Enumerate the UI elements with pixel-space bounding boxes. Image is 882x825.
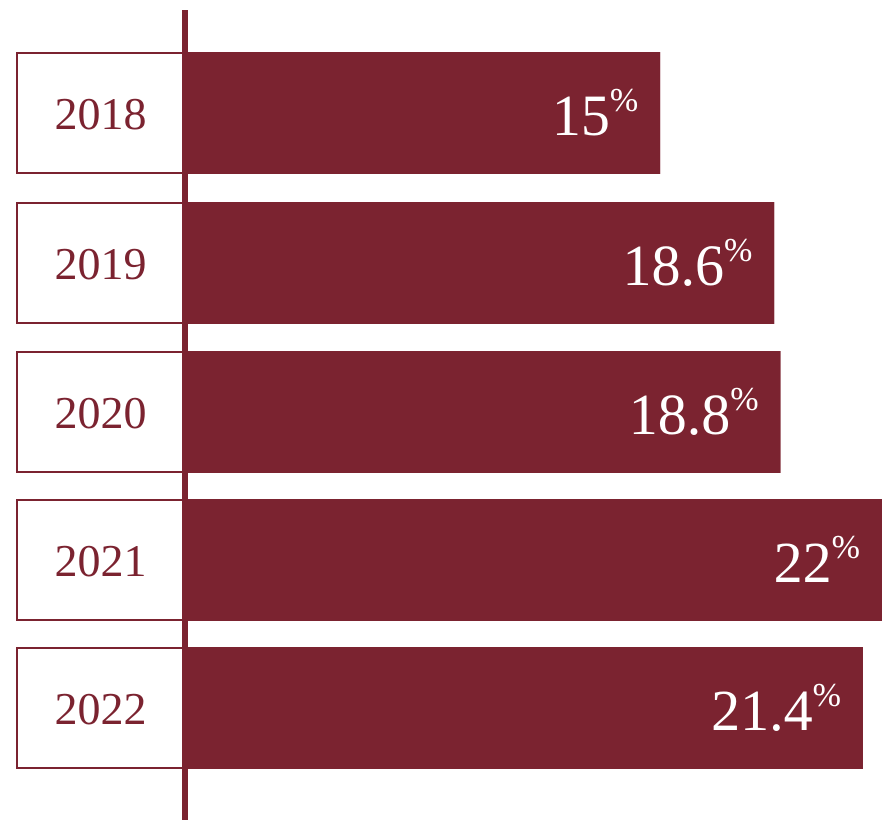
bar-2018 (185, 52, 661, 174)
value-label: 15% (552, 82, 638, 148)
value-label: 21.4% (711, 677, 841, 743)
category-label: 2020 (55, 387, 147, 438)
value-labels: 15% 18.6% 18.8% 22% 21.4% (552, 82, 860, 743)
bar-2022 (185, 647, 863, 769)
category-label-box (16, 647, 185, 769)
category-label-box (16, 351, 185, 473)
value-label: 22% (774, 529, 860, 595)
category-label: 2018 (55, 88, 147, 139)
category-labels: 2018 2019 2020 2021 2022 (55, 88, 147, 734)
value-label: 18.8% (629, 381, 759, 447)
bar-2021 (185, 499, 882, 621)
category-label-box (16, 52, 185, 174)
bars (185, 52, 882, 769)
category-label: 2022 (55, 683, 147, 734)
category-label: 2021 (55, 535, 147, 586)
value-label: 18.6% (622, 232, 752, 298)
bar-2019 (185, 202, 775, 324)
category-label-boxes (16, 52, 185, 769)
category-label: 2019 (55, 238, 147, 289)
category-label-box (16, 499, 185, 621)
category-label-box (16, 202, 185, 324)
bar-2020 (185, 351, 781, 473)
